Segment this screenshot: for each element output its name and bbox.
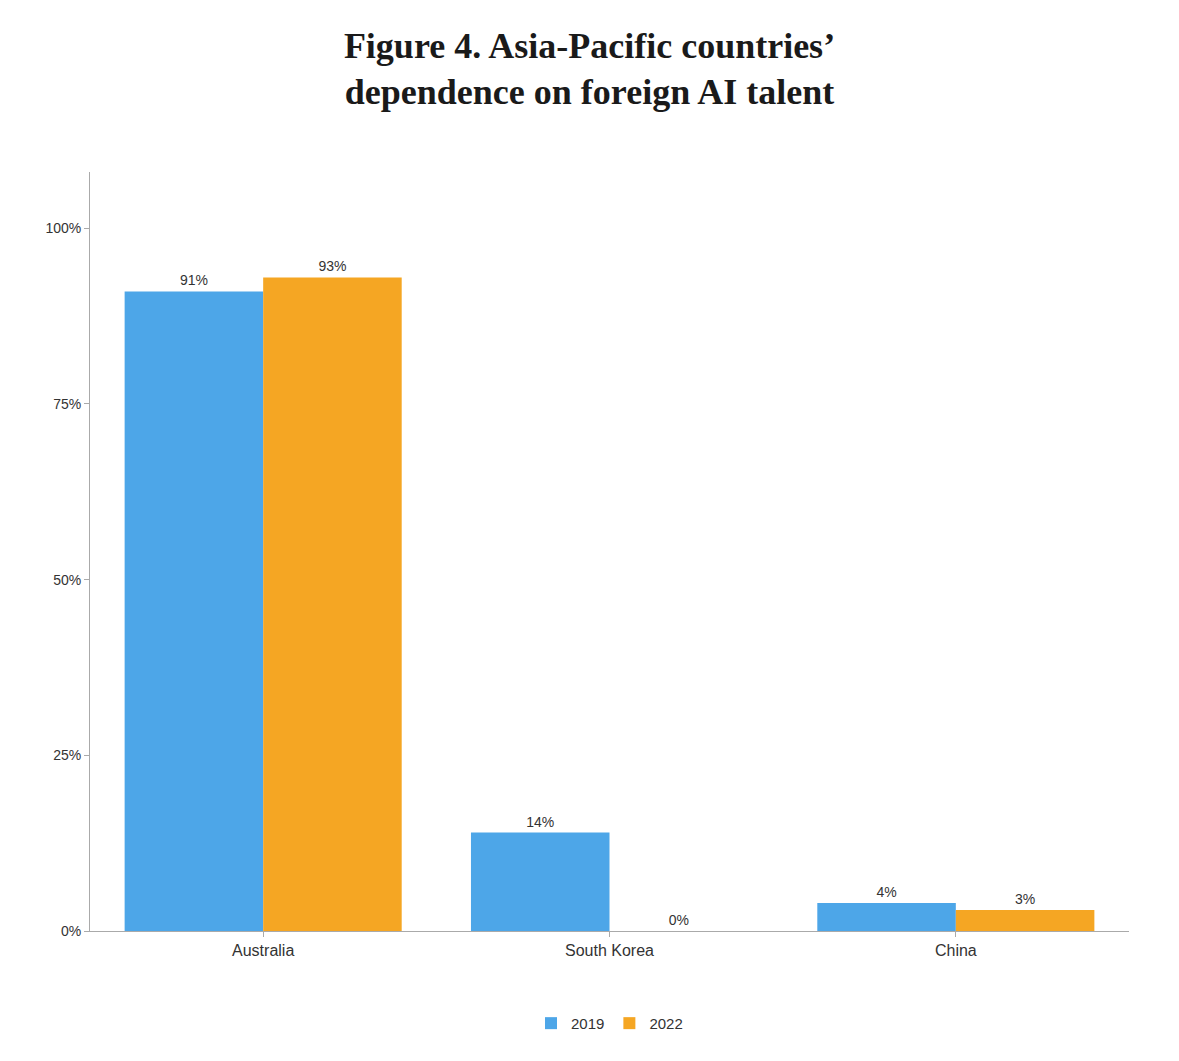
svg-text:100%: 100%: [45, 220, 81, 236]
svg-text:2019: 2019: [571, 1015, 604, 1032]
svg-text:0%: 0%: [669, 912, 689, 928]
svg-text:14%: 14%: [526, 814, 554, 830]
svg-text:93%: 93%: [318, 258, 346, 274]
svg-text:2022: 2022: [649, 1015, 682, 1032]
svg-text:China: China: [935, 942, 977, 959]
svg-text:50%: 50%: [53, 572, 81, 588]
svg-text:4%: 4%: [876, 884, 896, 900]
svg-text:0%: 0%: [61, 923, 81, 939]
svg-text:Figure 4. Asia-Pacific countri: Figure 4. Asia-Pacific countries’depende…: [344, 26, 835, 113]
svg-text:91%: 91%: [180, 272, 208, 288]
svg-text:Australia: Australia: [232, 942, 294, 959]
svg-text:South Korea: South Korea: [565, 942, 654, 959]
svg-text:3%: 3%: [1015, 891, 1035, 907]
svg-text:75%: 75%: [53, 396, 81, 412]
svg-text:25%: 25%: [53, 747, 81, 763]
